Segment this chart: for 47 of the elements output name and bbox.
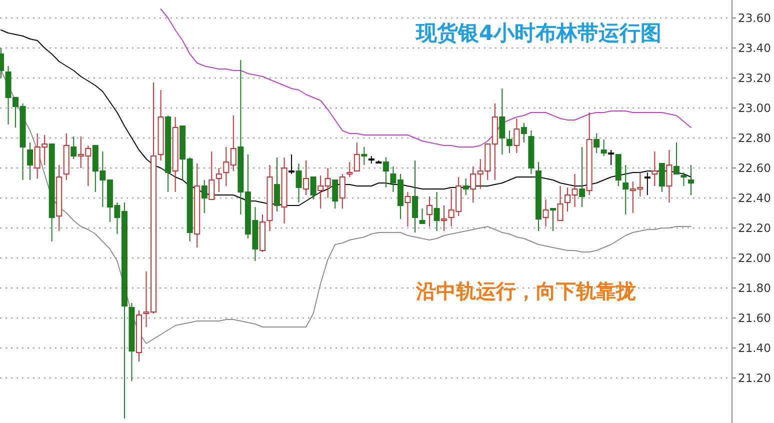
- candlestick: [441, 205, 448, 232]
- candlestick: [172, 116, 178, 192]
- candlestick: [426, 196, 433, 227]
- y-tick-label: 22.60: [738, 161, 771, 176]
- y-tick-label: 23.40: [738, 41, 771, 56]
- candlestick: [201, 180, 208, 214]
- y-tick-label: 23.20: [738, 71, 771, 86]
- candlestick: [499, 88, 506, 155]
- candlestick: [303, 160, 310, 196]
- y-tick-label: 23.60: [738, 11, 771, 26]
- candlestick: [434, 192, 440, 232]
- candlestick: [158, 90, 164, 161]
- candlestick: [296, 163, 302, 203]
- line-series: [160, 8, 692, 148]
- candlestick: [528, 130, 534, 174]
- candlestick: [688, 164, 694, 196]
- y-tick-label: 22.00: [738, 251, 771, 266]
- candlestick: [514, 118, 520, 154]
- candlestick: [63, 133, 70, 180]
- candlestick: [56, 164, 62, 232]
- y-tick-label: 22.80: [738, 131, 771, 146]
- candlestick: [361, 146, 368, 166]
- candlestick: [266, 164, 273, 232]
- annotation: 沿中轨运行，向下轨靠拢: [415, 279, 636, 303]
- candlestick: [194, 163, 200, 248]
- candlestick: [281, 157, 288, 224]
- candlestick: [274, 157, 280, 212]
- y-tick-label: 21.40: [738, 341, 771, 356]
- y-tick-label: 22.20: [738, 221, 771, 236]
- candlestick: [27, 142, 34, 180]
- candlestick: [594, 133, 600, 154]
- text: 现货银4小时布林带运行图: [415, 21, 662, 45]
- candlestick: [652, 151, 658, 186]
- candlestick: [622, 164, 629, 215]
- candlestick: [579, 146, 586, 208]
- candlestick: [216, 168, 222, 192]
- y-tick-label: 21.80: [738, 281, 771, 296]
- candlestick: [462, 178, 469, 196]
- y-tick-label: 21.20: [738, 371, 771, 386]
- candlestick: [666, 150, 672, 203]
- y-tick-label: 21.60: [738, 311, 771, 326]
- candlestick: [535, 162, 542, 232]
- y-tick-label: 23.00: [738, 101, 771, 116]
- candlestick: [542, 199, 549, 227]
- candlestick: [412, 160, 418, 233]
- y-tick-label: 22.40: [738, 191, 771, 206]
- candlestick: [506, 130, 512, 154]
